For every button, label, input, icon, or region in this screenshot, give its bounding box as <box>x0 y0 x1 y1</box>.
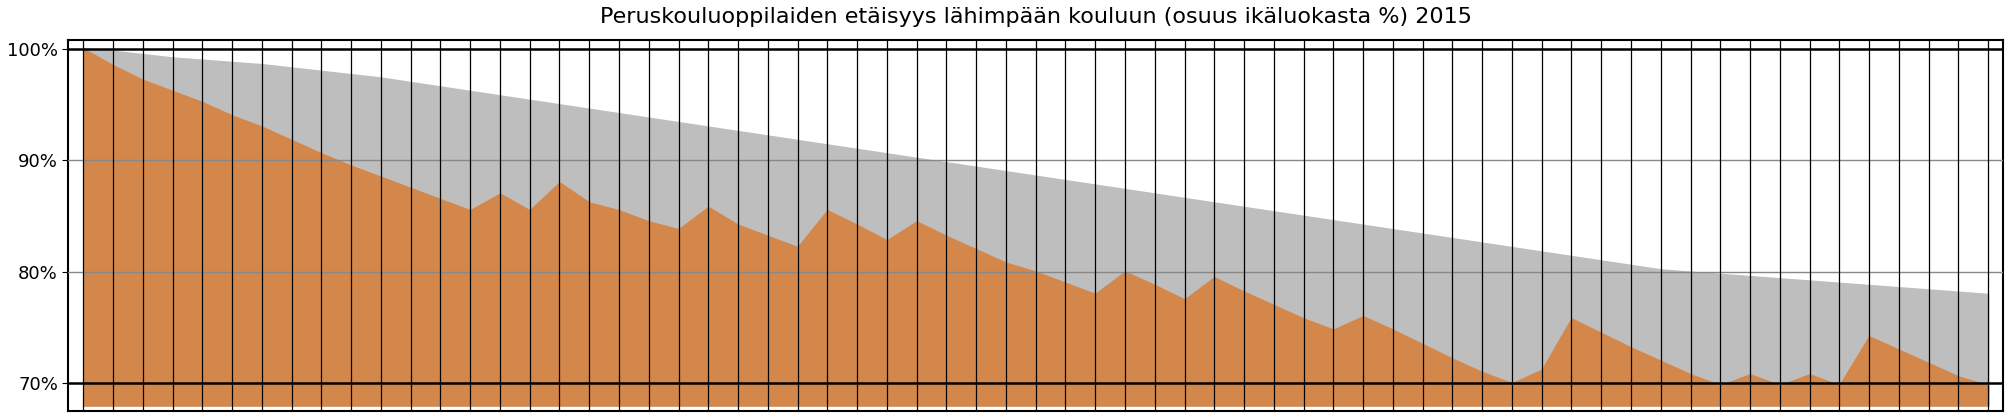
Title: Peruskouluoppilaiden etäisyys lähimpään kouluun (osuus ikäluokasta %) 2015: Peruskouluoppilaiden etäisyys lähimpään … <box>599 7 1471 27</box>
